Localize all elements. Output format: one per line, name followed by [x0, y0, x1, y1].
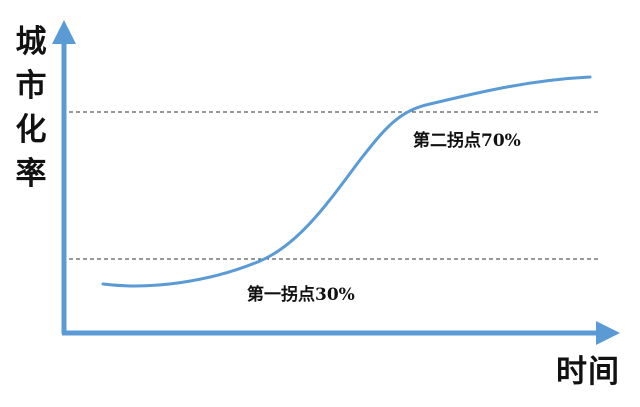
y-axis-arrow: [52, 20, 76, 44]
y-axis-label-char: 率: [15, 156, 47, 192]
x-axis-label: 时间: [556, 354, 620, 390]
s-curve: [101, 75, 592, 288]
inflection-point-2-label: 第二拐点70%: [413, 131, 521, 151]
y-axis-label-char: 市: [15, 68, 47, 104]
inflection-point-1-label: 第一拐点30%: [247, 285, 355, 305]
x-axis-arrow: [596, 321, 620, 345]
y-axis-label-char: 城: [15, 24, 47, 60]
y-axis-label-char: 化: [15, 112, 47, 148]
y-axis-label: 城市化率: [14, 20, 48, 196]
